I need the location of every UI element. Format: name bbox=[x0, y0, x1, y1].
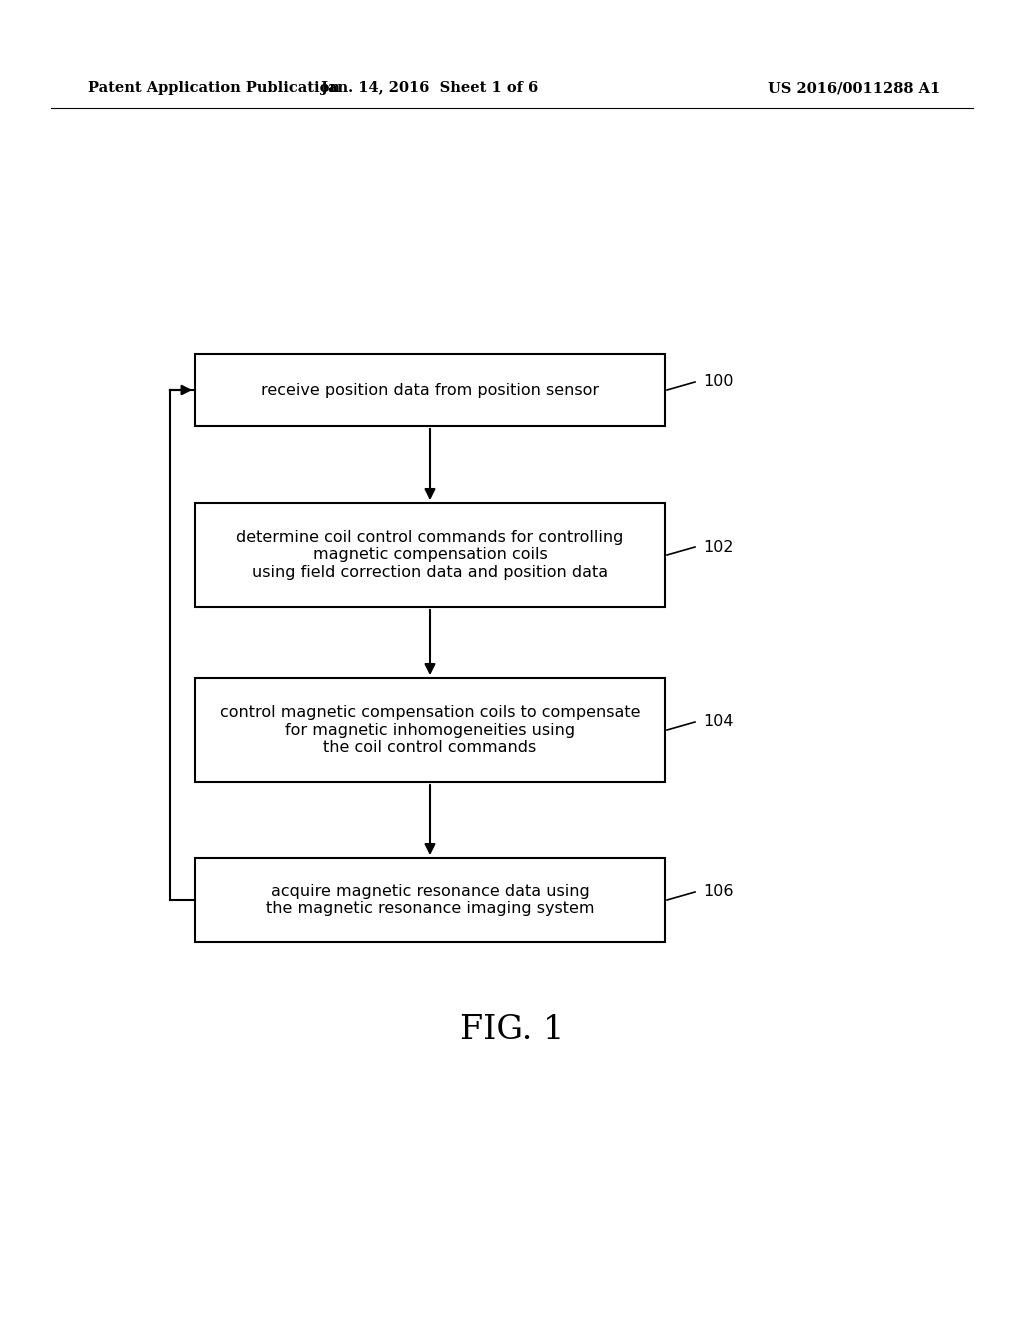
Bar bbox=[195, 678, 665, 781]
Text: 104: 104 bbox=[703, 714, 733, 730]
Text: receive position data from position sensor: receive position data from position sens… bbox=[261, 383, 599, 397]
Text: US 2016/0011288 A1: US 2016/0011288 A1 bbox=[768, 81, 940, 95]
Bar bbox=[195, 503, 665, 607]
Text: control magnetic compensation coils to compensate
for magnetic inhomogeneities u: control magnetic compensation coils to c… bbox=[220, 705, 640, 755]
Bar bbox=[195, 858, 665, 942]
Text: acquire magnetic resonance data using
the magnetic resonance imaging system: acquire magnetic resonance data using th… bbox=[266, 884, 594, 916]
Text: FIG. 1: FIG. 1 bbox=[460, 1014, 564, 1045]
Text: 100: 100 bbox=[703, 375, 733, 389]
Text: determine coil control commands for controlling
magnetic compensation coils
usin: determine coil control commands for cont… bbox=[237, 531, 624, 579]
Bar bbox=[195, 354, 665, 426]
Text: Patent Application Publication: Patent Application Publication bbox=[88, 81, 340, 95]
Text: 102: 102 bbox=[703, 540, 733, 554]
Text: 106: 106 bbox=[703, 884, 733, 899]
Text: Jan. 14, 2016  Sheet 1 of 6: Jan. 14, 2016 Sheet 1 of 6 bbox=[322, 81, 539, 95]
